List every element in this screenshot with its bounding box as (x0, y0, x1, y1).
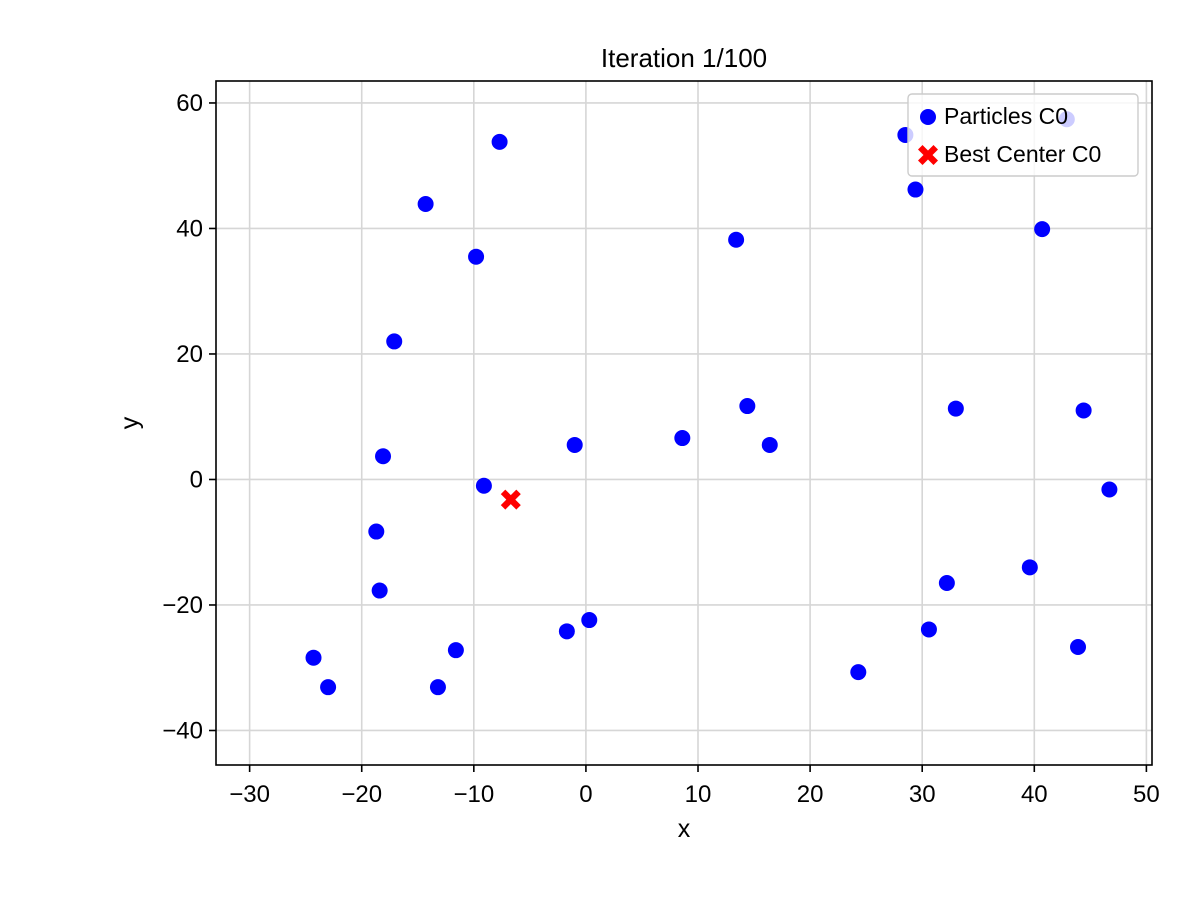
x-tick-label: 50 (1133, 781, 1160, 808)
particle-point (938, 575, 955, 592)
x-tick-label: −30 (229, 781, 270, 808)
x-tick-label: 0 (579, 781, 592, 808)
particle-point (429, 679, 446, 696)
particle-point (920, 621, 937, 638)
particle-point (1101, 481, 1118, 498)
x-tick-label: 40 (1021, 781, 1048, 808)
particle-point (674, 430, 691, 447)
particle-point (1034, 221, 1051, 238)
particle-point (417, 195, 434, 212)
particle-point (1075, 402, 1092, 419)
particle-point (491, 133, 508, 150)
particle-point (368, 523, 385, 540)
particle-point (305, 649, 322, 666)
legend-label-particles: Particles C0 (944, 103, 1068, 129)
y-tick-label: 60 (176, 90, 203, 117)
legend-box (907, 93, 1139, 177)
plot-frame (215, 80, 1153, 766)
particle-point (386, 333, 403, 350)
particle-point (728, 231, 745, 248)
best-center-marker (500, 489, 521, 510)
x-tick-label: −20 (341, 781, 382, 808)
y-tick-label: −40 (162, 717, 203, 744)
particle-point (581, 612, 598, 629)
y-tick-label: 0 (190, 466, 203, 493)
particle-point (739, 398, 756, 415)
legend-marker-best-center (918, 145, 938, 165)
legend-marker-particles (920, 109, 936, 125)
particle-point (558, 623, 575, 640)
particle-point (947, 400, 964, 417)
chart-title: Iteration 1/100 (601, 43, 767, 73)
x-tick-label: 10 (685, 781, 712, 808)
particle-point (850, 664, 867, 681)
y-axis-label: y (116, 416, 144, 429)
particle-point (447, 642, 464, 659)
particle-point (1021, 559, 1038, 576)
y-tick-label: −20 (162, 592, 203, 619)
particle-point (1070, 639, 1087, 656)
particle-point (475, 477, 492, 494)
particle-point (907, 181, 924, 198)
legend: Particles C0 Best Center C0 (907, 93, 1139, 177)
x-tick-label: 30 (909, 781, 936, 808)
particle-point (375, 448, 392, 465)
x-tick-label: −10 (453, 781, 494, 808)
x-tick-label: 20 (797, 781, 824, 808)
x-axis-label: x (678, 815, 691, 843)
axis-ticks: −30 −20 −10 0 10 20 30 40 50 −40 −20 0 20 40 60 (162, 90, 1159, 808)
y-tick-label: 40 (176, 215, 203, 242)
particle-point (371, 582, 388, 599)
particle-point (468, 248, 485, 265)
particle-point (761, 436, 778, 453)
y-tick-label: 20 (176, 341, 203, 368)
particle-point (320, 679, 337, 696)
particle-point (566, 436, 583, 453)
grid (216, 81, 1152, 765)
legend-label-best-center: Best Center C0 (944, 141, 1101, 167)
